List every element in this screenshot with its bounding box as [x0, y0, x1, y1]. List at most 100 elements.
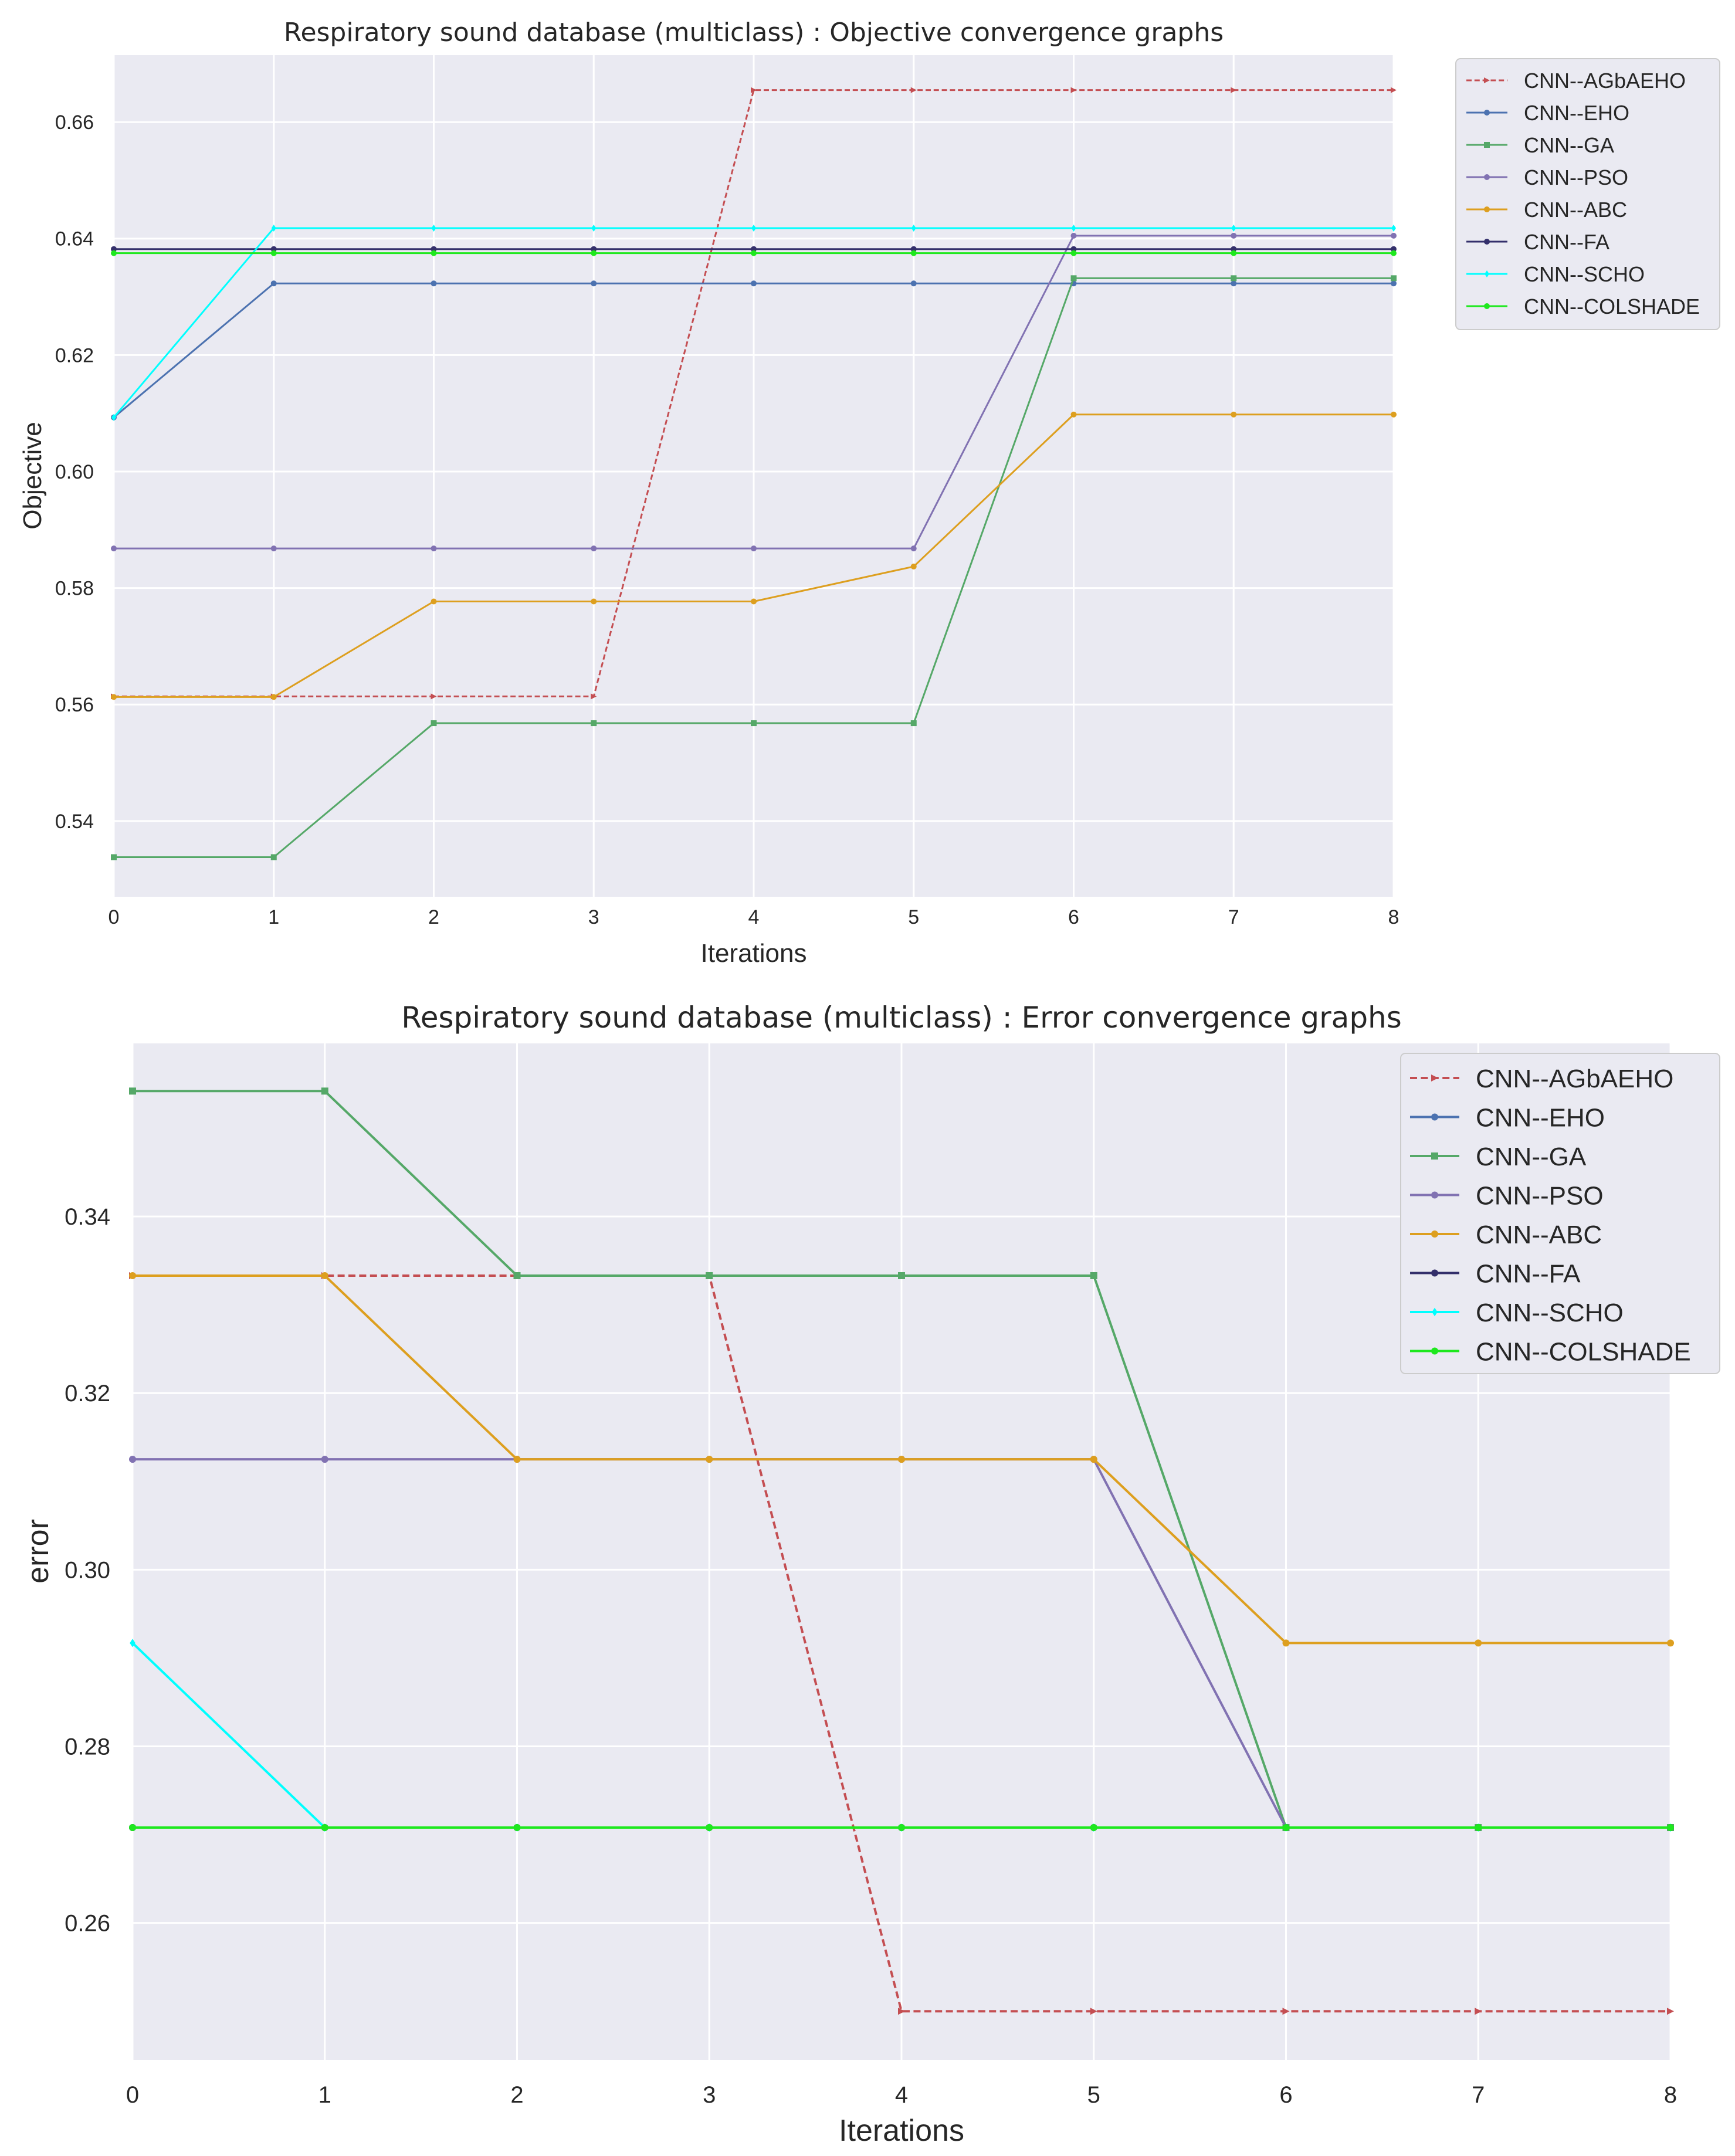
- objective-point-cnn-colshade: [751, 250, 757, 256]
- error-x-tick-label: 1: [318, 2082, 331, 2108]
- objective-point-cnn-abc: [1231, 411, 1237, 418]
- error-x-tick-label: 8: [1664, 2082, 1677, 2108]
- error-legend-marker-cnn-ga: [1431, 1152, 1438, 1160]
- error-point-cnn-abc: [129, 1272, 136, 1279]
- error-point-cnn-agbaeho: [1090, 2008, 1097, 2015]
- objective-legend-marker-cnn-pso: [1484, 174, 1490, 180]
- objective-legend-marker-cnn-colshade: [1484, 303, 1490, 309]
- objective-legend-marker-cnn-agbaeho: [1484, 77, 1490, 83]
- objective-legend-label-cnn-fa: CNN--FA: [1524, 230, 1609, 254]
- objective-point-cnn-agbaeho: [751, 87, 757, 93]
- objective-point-cnn-pso: [910, 545, 917, 552]
- objective-point-cnn-scho: [591, 224, 597, 232]
- objective-point-cnn-abc: [751, 598, 757, 605]
- error-legend-marker-cnn-colshade: [1431, 1347, 1438, 1355]
- objective-point-cnn-agbaeho: [1231, 87, 1237, 93]
- error-legend-marker-cnn-pso: [1431, 1191, 1438, 1199]
- error-point-cnn-colshade: [513, 1824, 521, 1832]
- objective-legend-label-cnn-eho: CNN--EHO: [1524, 101, 1629, 125]
- objective-point-cnn-ga: [910, 720, 917, 727]
- objective-point-cnn-colshade: [591, 250, 597, 256]
- objective-point-cnn-eho: [591, 280, 597, 287]
- error-x-tick-label: 0: [126, 2082, 139, 2108]
- objective-y-axis-label: Objective: [18, 422, 47, 529]
- objective-point-cnn-scho: [111, 413, 116, 421]
- objective-point-cnn-scho: [1231, 224, 1236, 232]
- objective-point-cnn-colshade: [1391, 250, 1397, 256]
- error-point-cnn-colshade: [706, 1824, 713, 1832]
- error-point-cnn-agbaeho: [1667, 2008, 1674, 2015]
- objective-point-cnn-colshade: [910, 250, 917, 256]
- error-legend-label-cnn-abc: CNN--ABC: [1476, 1221, 1602, 1249]
- error-point-cnn-ga: [129, 1087, 136, 1095]
- error-point-cnn-colshade: [129, 1824, 136, 1832]
- objective-point-cnn-fa: [431, 246, 437, 252]
- objective-point-cnn-pso: [431, 545, 437, 552]
- objective-point-cnn-abc: [431, 598, 437, 605]
- objective-point-cnn-ga: [1231, 275, 1237, 282]
- objective-y-tick-label: 0.64: [55, 228, 94, 250]
- objective-legend: CNN--AGbAEHO CNN--EHO CNN--GA CNN--PSO CNN--…: [1455, 58, 1720, 330]
- objective-point-cnn-abc: [591, 598, 597, 605]
- error-x-axis-label: Iterations: [839, 2114, 964, 2148]
- error-y-tick-label: 0.32: [65, 1381, 110, 1406]
- error-legend-label-cnn-scho: CNN--SCHO: [1476, 1299, 1624, 1327]
- objective-point-cnn-agbaeho: [591, 693, 597, 700]
- objective-point-cnn-fa: [910, 246, 917, 252]
- objective-legend-label-cnn-ga: CNN--GA: [1524, 133, 1614, 157]
- objective-legend-label-cnn-agbaeho: CNN--AGbAEHO: [1524, 69, 1686, 93]
- objective-legend-marker-cnn-abc: [1484, 206, 1490, 212]
- objective-point-cnn-eho: [270, 280, 277, 287]
- objective-legend-marker-cnn-ga: [1484, 142, 1490, 148]
- objective-point-cnn-fa: [751, 246, 757, 252]
- objective-legend-marker-cnn-eho: [1484, 110, 1490, 116]
- objective-point-cnn-scho: [1391, 224, 1396, 232]
- objective-legend-label-cnn-pso: CNN--PSO: [1524, 165, 1628, 189]
- objective-point-cnn-pso: [751, 545, 757, 552]
- error-point-cnn-pso: [321, 1456, 328, 1463]
- error-legend-marker-cnn-fa: [1431, 1269, 1438, 1277]
- objective-point-cnn-scho: [751, 224, 756, 232]
- objective-point-cnn-eho: [751, 280, 757, 287]
- error-point-cnn-colshade: [321, 1824, 328, 1832]
- objective-point-cnn-ga: [751, 720, 757, 727]
- objective-point-cnn-fa: [1391, 246, 1397, 252]
- objective-point-cnn-abc: [910, 563, 917, 569]
- objective-legend-label-cnn-scho: CNN--SCHO: [1524, 262, 1645, 286]
- error-y-tick-label: 0.34: [65, 1204, 110, 1230]
- error-point-cnn-colshade: [1667, 1824, 1674, 1832]
- objective-legend-label-cnn-colshade: CNN--COLSHADE: [1524, 294, 1700, 318]
- error-y-tick-label: 0.28: [65, 1734, 110, 1760]
- objective-chart-title: Respiratory sound database (multiclass) …: [284, 18, 1224, 48]
- error-point-cnn-abc: [1090, 1456, 1097, 1463]
- objective-legend-label-cnn-abc: CNN--ABC: [1524, 198, 1627, 222]
- error-point-cnn-colshade: [1282, 1824, 1290, 1832]
- objective-y-tick-label: 0.58: [55, 578, 94, 600]
- error-y-tick-label: 0.30: [65, 1557, 110, 1583]
- objective-point-cnn-colshade: [270, 250, 277, 256]
- objective-point-cnn-fa: [591, 246, 597, 252]
- objective-y-tick-label: 0.66: [55, 111, 94, 134]
- error-point-cnn-agbaeho: [898, 2008, 905, 2015]
- objective-point-cnn-eho: [431, 280, 437, 287]
- error-point-cnn-abc: [1667, 1639, 1674, 1647]
- objective-point-cnn-agbaeho: [910, 87, 917, 93]
- objective-y-tick-label: 0.54: [55, 811, 94, 833]
- error-point-cnn-agbaeho: [1475, 2008, 1482, 2015]
- error-point-cnn-abc: [1282, 1639, 1290, 1647]
- objective-point-cnn-scho: [1071, 224, 1076, 232]
- objective-point-cnn-eho: [1231, 280, 1237, 287]
- objective-legend-box: [1455, 58, 1720, 330]
- objective-point-cnn-scho: [271, 224, 276, 232]
- error-x-tick-label: 3: [703, 2082, 716, 2108]
- objective-point-cnn-colshade: [431, 250, 437, 256]
- objective-point-cnn-abc: [111, 694, 117, 700]
- error-legend-label-cnn-ga: CNN--GA: [1476, 1143, 1587, 1171]
- error-y-tick-label: 0.26: [65, 1911, 110, 1937]
- objective-point-cnn-fa: [270, 246, 277, 252]
- error-point-cnn-ga: [1090, 1272, 1097, 1279]
- error-point-cnn-scho: [130, 1639, 135, 1647]
- objective-point-cnn-fa: [1231, 246, 1237, 252]
- objective-point-cnn-pso: [591, 545, 597, 552]
